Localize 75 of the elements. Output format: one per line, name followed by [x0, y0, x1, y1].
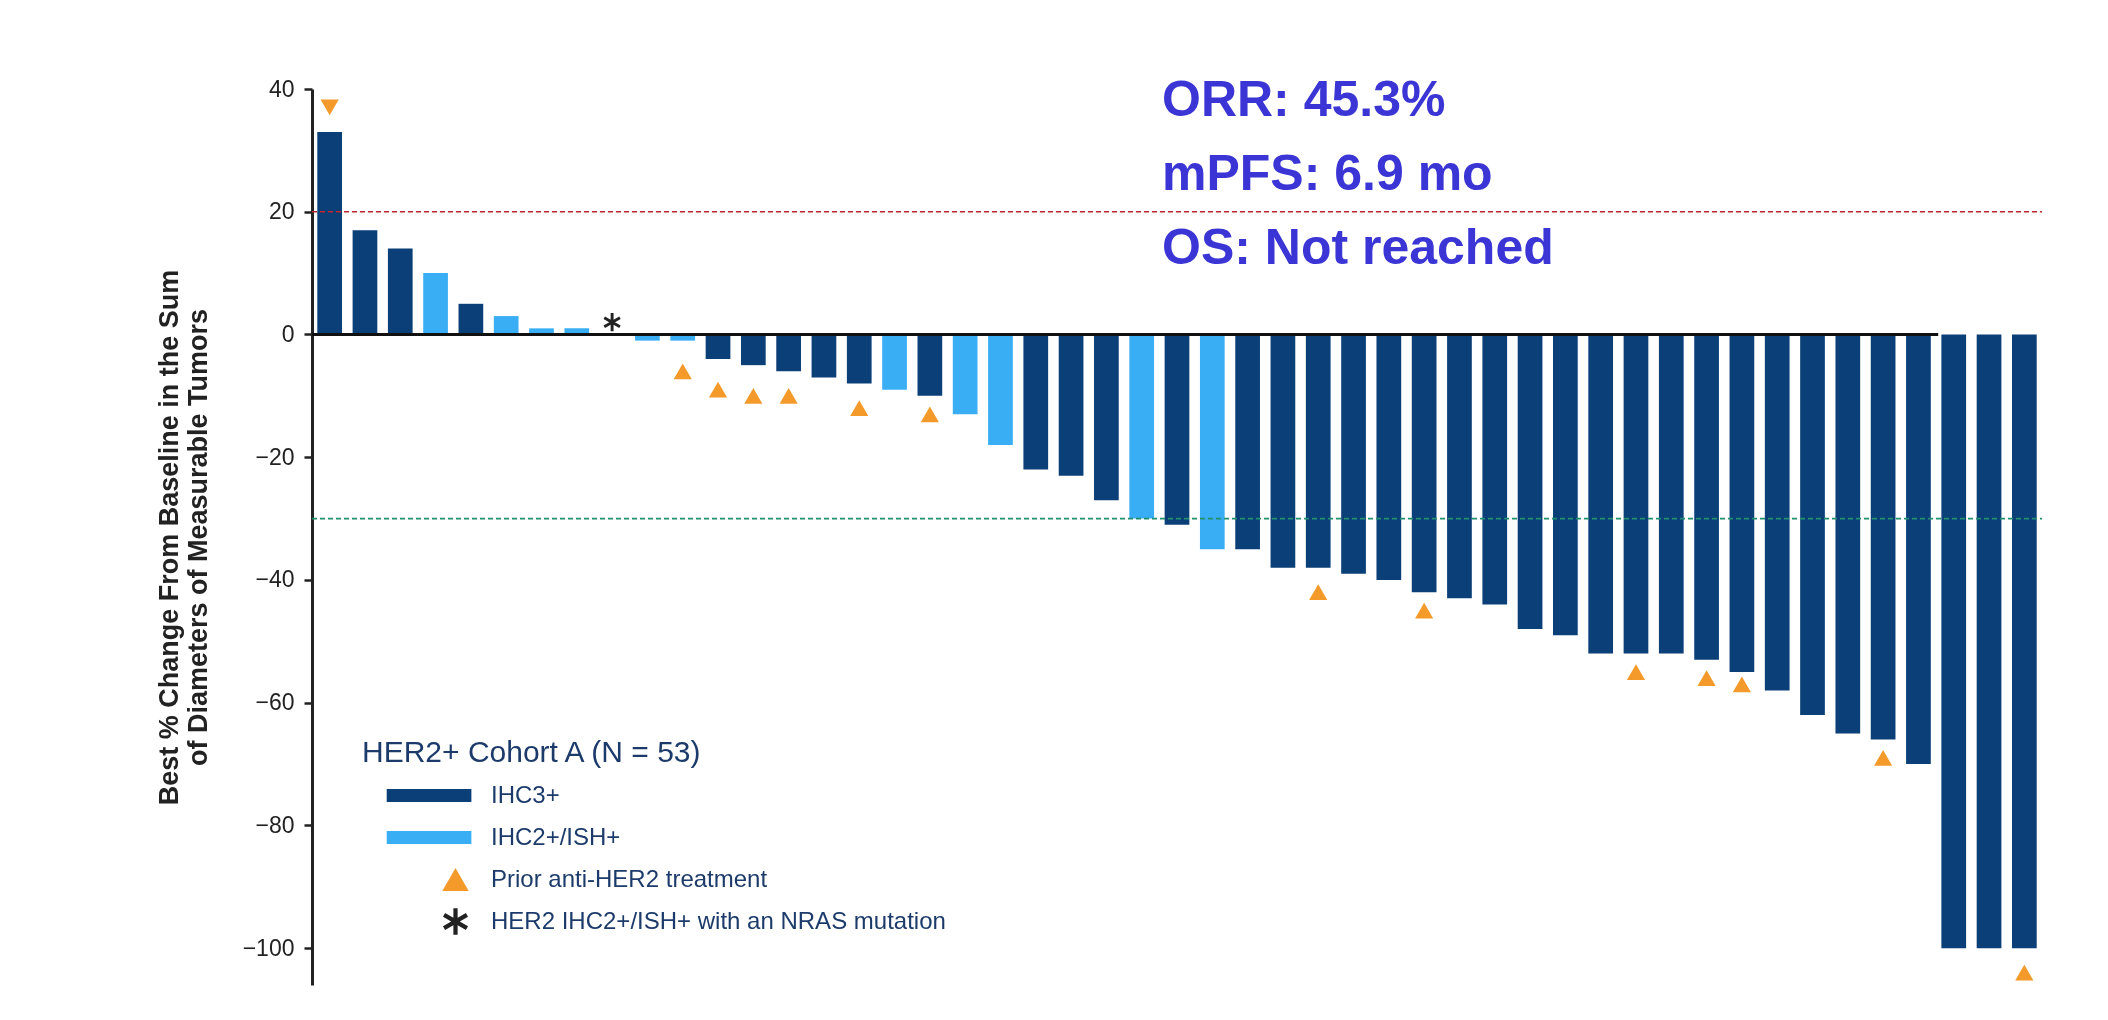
legend-label: HER2 IHC2+/ISH+ with an NRAS mutation: [491, 906, 946, 934]
bar: [387, 248, 413, 335]
bar: [1835, 334, 1861, 734]
y-tick-label: −100: [242, 934, 295, 961]
y-axis-title: Best % Change From Baseline in the Sum of Diameters of Measurable Tumors: [153, 269, 213, 806]
bar: [1129, 334, 1155, 519]
bar: [1941, 334, 1967, 949]
bar: [1094, 334, 1119, 501]
legend-title: HER2+ Cohort A (N = 53): [362, 735, 701, 768]
bar: [1553, 334, 1578, 636]
bar: [952, 334, 978, 415]
bar: [1482, 334, 1508, 605]
point: [1415, 602, 1434, 619]
legend-label: IHC2+/ISH+: [491, 822, 621, 850]
bar: [1023, 334, 1049, 470]
bar: [917, 334, 943, 396]
point: [1697, 670, 1716, 687]
point: [850, 400, 869, 416]
bar: [1588, 334, 1614, 654]
bar: [1164, 334, 1190, 525]
annotation: ORR: 45.3%: [1162, 71, 1446, 127]
bar: [988, 334, 1013, 445]
bar: [1270, 334, 1296, 568]
bar: [1694, 334, 1719, 660]
bar: [1517, 334, 1543, 630]
y-tick-label: −60: [255, 689, 295, 716]
point: [744, 387, 763, 404]
point: [779, 387, 798, 404]
bar: [846, 334, 872, 384]
legend-label: Prior anti-HER2 treatment: [491, 864, 768, 892]
bar: [1376, 334, 1402, 580]
bar: [2011, 334, 2037, 949]
bar: [811, 334, 837, 378]
bar: [1658, 334, 1684, 654]
point: [1309, 584, 1328, 601]
y-tick-label: −20: [255, 443, 295, 470]
bar: [1447, 334, 1472, 599]
bar: [423, 273, 448, 335]
y-tick-label: 40: [268, 75, 295, 102]
bar: [776, 334, 801, 372]
y-tick-label: −40: [255, 566, 295, 593]
y-tick-label: 0: [281, 320, 295, 347]
point: [673, 363, 692, 380]
bar: [1870, 334, 1896, 740]
annotation: mPFS: 6.9 mo: [1162, 145, 1493, 201]
bar: [1411, 334, 1437, 593]
bar: [1729, 334, 1755, 673]
bar: [1341, 334, 1366, 574]
y-tick-label: 20: [268, 198, 295, 225]
bar: [705, 334, 731, 360]
bar: [1976, 334, 2002, 949]
bar: [317, 131, 343, 335]
annotation: OS: Not reached: [1162, 219, 1554, 275]
legend-label: IHC3+: [491, 780, 560, 808]
bar: [1235, 334, 1260, 550]
bar: [1305, 334, 1331, 568]
bar: [1623, 334, 1649, 654]
bar: [1199, 334, 1225, 550]
bar: [1764, 334, 1790, 691]
bar: [458, 303, 484, 335]
bar: [1058, 334, 1084, 476]
point: [1874, 750, 1893, 766]
point: [1732, 676, 1751, 693]
bar: [493, 316, 519, 335]
point: [708, 381, 728, 398]
point: [320, 99, 339, 116]
point: [920, 406, 939, 423]
bar: [1906, 334, 1931, 765]
bar: [740, 334, 766, 366]
y-tick-label: −80: [255, 811, 295, 838]
point: [1626, 664, 1646, 680]
bar: [352, 230, 378, 335]
bar: [882, 334, 907, 390]
bar: [1800, 334, 1825, 715]
point: [2015, 964, 2034, 981]
